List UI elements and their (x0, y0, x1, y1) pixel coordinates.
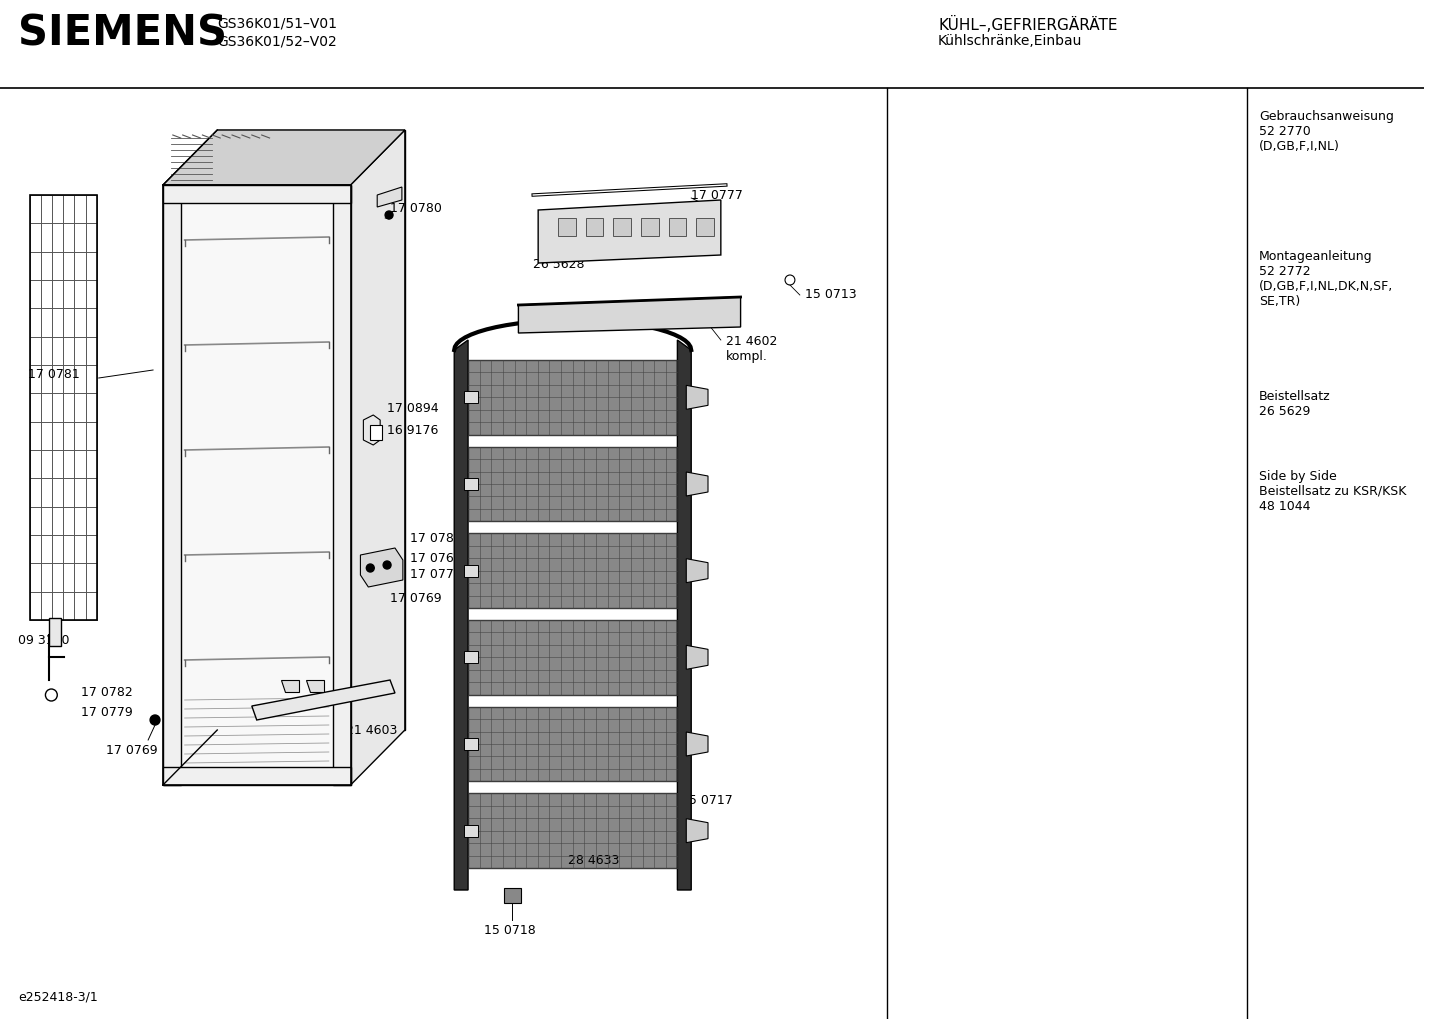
Text: 26 5628: 26 5628 (534, 259, 584, 271)
Bar (469, 446, 678, 522)
Bar (696, 218, 714, 236)
Text: 21 4602
kompl.: 21 4602 kompl. (725, 335, 777, 363)
Bar (30, 195, 97, 620)
Polygon shape (686, 472, 708, 496)
Text: 17 0778: 17 0778 (410, 569, 461, 582)
Text: 17 0781: 17 0781 (27, 369, 79, 381)
Text: 17 0894: 17 0894 (386, 401, 438, 415)
Text: 15 0718: 15 0718 (485, 923, 535, 936)
Polygon shape (163, 767, 350, 785)
Text: 09 3110: 09 3110 (17, 634, 69, 646)
Text: GS36K01/52–V02: GS36K01/52–V02 (218, 34, 337, 48)
Polygon shape (678, 340, 691, 890)
Polygon shape (519, 297, 741, 333)
Polygon shape (180, 203, 333, 767)
Polygon shape (464, 824, 477, 837)
Polygon shape (503, 888, 522, 903)
Text: 21 4603: 21 4603 (346, 723, 397, 737)
Text: 17 0782: 17 0782 (81, 686, 133, 698)
Polygon shape (306, 680, 324, 692)
Polygon shape (538, 200, 721, 263)
Text: SIEMENS: SIEMENS (17, 12, 226, 54)
Text: 28 4633: 28 4633 (568, 854, 619, 866)
Polygon shape (686, 385, 708, 410)
Bar (585, 218, 603, 236)
Polygon shape (163, 185, 180, 785)
Polygon shape (252, 680, 395, 720)
Text: Side by Side
Beistellsatz zu KSR/KSK
48 1044: Side by Side Beistellsatz zu KSR/KSK 48 … (1259, 470, 1406, 513)
Text: Gebrauchsanweisung
52 2770
(D,GB,F,I,NL): Gebrauchsanweisung 52 2770 (D,GB,F,I,NL) (1259, 110, 1394, 153)
Text: 15 0713: 15 0713 (805, 288, 857, 302)
Polygon shape (686, 732, 708, 756)
Polygon shape (464, 651, 477, 663)
Text: 17 0769: 17 0769 (389, 591, 441, 604)
Bar (469, 533, 678, 608)
Polygon shape (464, 391, 477, 404)
Text: 17 0777: 17 0777 (691, 189, 743, 202)
Bar (469, 620, 678, 695)
Bar (49, 618, 61, 646)
Text: 15 0717: 15 0717 (681, 794, 733, 806)
Polygon shape (350, 130, 405, 785)
Bar (469, 794, 678, 868)
Circle shape (366, 564, 375, 572)
Text: 17 0767: 17 0767 (410, 551, 461, 565)
Bar (669, 218, 686, 236)
Polygon shape (360, 548, 402, 587)
Polygon shape (454, 340, 469, 890)
Text: Montageanleitung
52 2772
(D,GB,F,I,NL,DK,N,SF,
SE,TR): Montageanleitung 52 2772 (D,GB,F,I,NL,DK… (1259, 250, 1393, 308)
Text: 17 0782: 17 0782 (410, 532, 461, 544)
Polygon shape (218, 130, 405, 730)
Bar (469, 706, 678, 782)
Polygon shape (378, 187, 402, 207)
Text: 17 0780: 17 0780 (389, 202, 441, 215)
Polygon shape (281, 680, 298, 692)
Text: 17 0779: 17 0779 (81, 705, 133, 718)
Polygon shape (464, 478, 477, 490)
Bar (558, 218, 575, 236)
Polygon shape (163, 130, 405, 185)
Text: 17 0769: 17 0769 (105, 744, 157, 756)
Text: GS36K01/51–V01: GS36K01/51–V01 (218, 16, 337, 30)
Polygon shape (686, 645, 708, 669)
Circle shape (384, 561, 391, 569)
Polygon shape (363, 415, 381, 445)
Bar (371, 425, 382, 440)
Polygon shape (464, 565, 477, 577)
Bar (469, 360, 678, 435)
Polygon shape (333, 185, 350, 785)
Polygon shape (163, 185, 350, 203)
Text: e252418-3/1: e252418-3/1 (17, 990, 98, 1003)
Polygon shape (686, 818, 708, 843)
Polygon shape (464, 738, 477, 750)
Text: 16 9176: 16 9176 (386, 424, 438, 436)
Circle shape (385, 211, 394, 219)
Polygon shape (686, 558, 708, 583)
Text: KÜHL–,GEFRIERGÄRÄTE: KÜHL–,GEFRIERGÄRÄTE (939, 16, 1118, 33)
Bar (640, 218, 659, 236)
Circle shape (150, 715, 160, 725)
Bar (613, 218, 632, 236)
Text: Beistellsatz
26 5629: Beistellsatz 26 5629 (1259, 390, 1331, 418)
Text: Kühlschränke,Einbau: Kühlschränke,Einbau (939, 34, 1083, 48)
